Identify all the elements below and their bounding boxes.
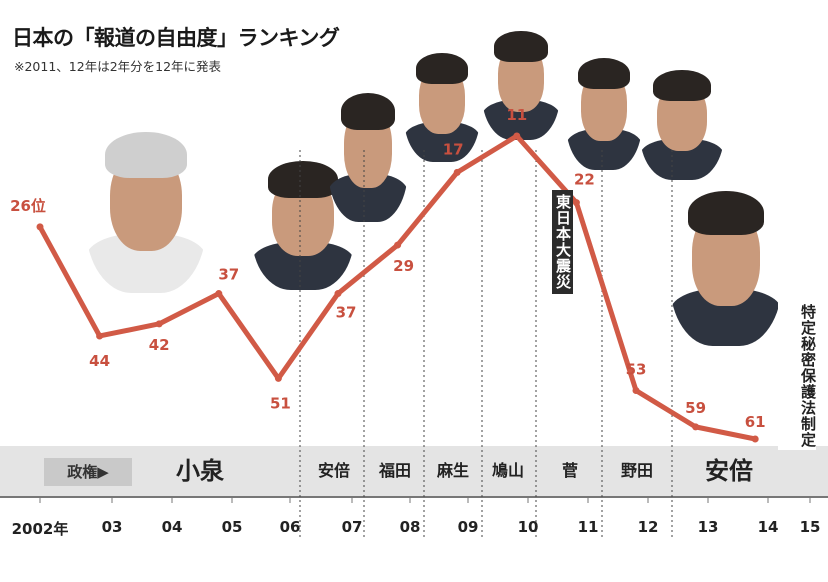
data-point-2 xyxy=(155,320,163,328)
data-point-1 xyxy=(96,332,104,340)
chart-title: 日本の「報道の自由度」ランキング xyxy=(12,26,340,50)
abe-photo-2 xyxy=(670,178,782,346)
x-tick-label-3: 05 xyxy=(221,518,243,536)
value-label-9: 22 xyxy=(574,171,595,189)
kan-photo xyxy=(566,48,642,170)
value-label-1: 44 xyxy=(89,352,110,370)
x-tick-label-2: 04 xyxy=(161,518,183,536)
x-tick-label-8: 10 xyxy=(517,518,539,536)
data-point-7 xyxy=(453,168,461,176)
data-point-4 xyxy=(274,374,282,382)
x-tick-label-6: 08 xyxy=(399,518,421,536)
x-tick-label-13: 15 xyxy=(799,518,821,536)
data-point-11 xyxy=(692,423,700,431)
value-label-7: 17 xyxy=(443,140,464,158)
admin-abe-1: 安倍 xyxy=(317,461,350,480)
data-point-0 xyxy=(36,223,44,231)
noda-photo xyxy=(640,60,724,180)
ranking-series-line xyxy=(37,133,756,442)
chart-note: ※2011、12年は2年分を12年に発表 xyxy=(14,59,222,74)
value-label-2: 42 xyxy=(149,336,170,354)
hatoyama-photo xyxy=(482,22,560,140)
x-tick-label-1: 03 xyxy=(101,518,123,536)
administration-label: 政権▶ xyxy=(44,458,132,486)
admin-abe-2: 安倍 xyxy=(705,457,753,485)
value-label-10: 53 xyxy=(626,361,647,379)
x-tick-label-4: 06 xyxy=(279,518,301,536)
admin-fukuda: 福田 xyxy=(378,461,411,480)
admin-koizumi: 小泉 xyxy=(176,457,224,485)
data-point-8 xyxy=(513,132,521,140)
value-label-6: 29 xyxy=(393,257,414,275)
administration-row xyxy=(0,446,828,496)
koizumi-photo xyxy=(86,118,206,293)
value-label-0: 26位 xyxy=(10,197,46,215)
x-axis xyxy=(0,496,828,542)
admin-hatoyama: 鳩山 xyxy=(491,461,524,480)
x-tick-label-12: 14 xyxy=(757,518,779,536)
data-point-9 xyxy=(572,199,580,207)
data-point-5 xyxy=(334,290,342,298)
data-point-3 xyxy=(215,290,223,298)
data-point-12 xyxy=(751,435,759,443)
secrecy-law-annotation: 特定秘密保護法制定 xyxy=(778,302,817,450)
earthquake-annotation: 東日本大震災 xyxy=(552,190,573,294)
x-tick-label-10: 12 xyxy=(637,518,659,536)
abe-photo-1 xyxy=(252,150,354,290)
data-point-6 xyxy=(394,241,402,249)
value-label-11: 59 xyxy=(685,399,706,417)
value-label-3: 37 xyxy=(218,266,239,284)
aso-photo xyxy=(404,44,480,162)
x-tick-label-0: 2002年 xyxy=(11,520,69,538)
admin-kan: 菅 xyxy=(561,461,578,480)
value-label-12: 61 xyxy=(745,413,766,431)
bottom-band xyxy=(0,542,828,582)
value-label-4: 51 xyxy=(270,394,291,412)
fukuda-photo xyxy=(328,82,408,222)
value-label-5: 37 xyxy=(336,304,357,322)
x-tick-label-9: 11 xyxy=(577,518,599,536)
x-tick-label-11: 13 xyxy=(697,518,719,536)
value-label-8: 11 xyxy=(506,106,527,124)
data-point-10 xyxy=(632,387,640,395)
x-tick-label-5: 07 xyxy=(341,518,363,536)
admin-aso: 麻生 xyxy=(436,461,469,480)
x-tick-label-7: 09 xyxy=(457,518,479,536)
admin-noda: 野田 xyxy=(620,461,653,480)
